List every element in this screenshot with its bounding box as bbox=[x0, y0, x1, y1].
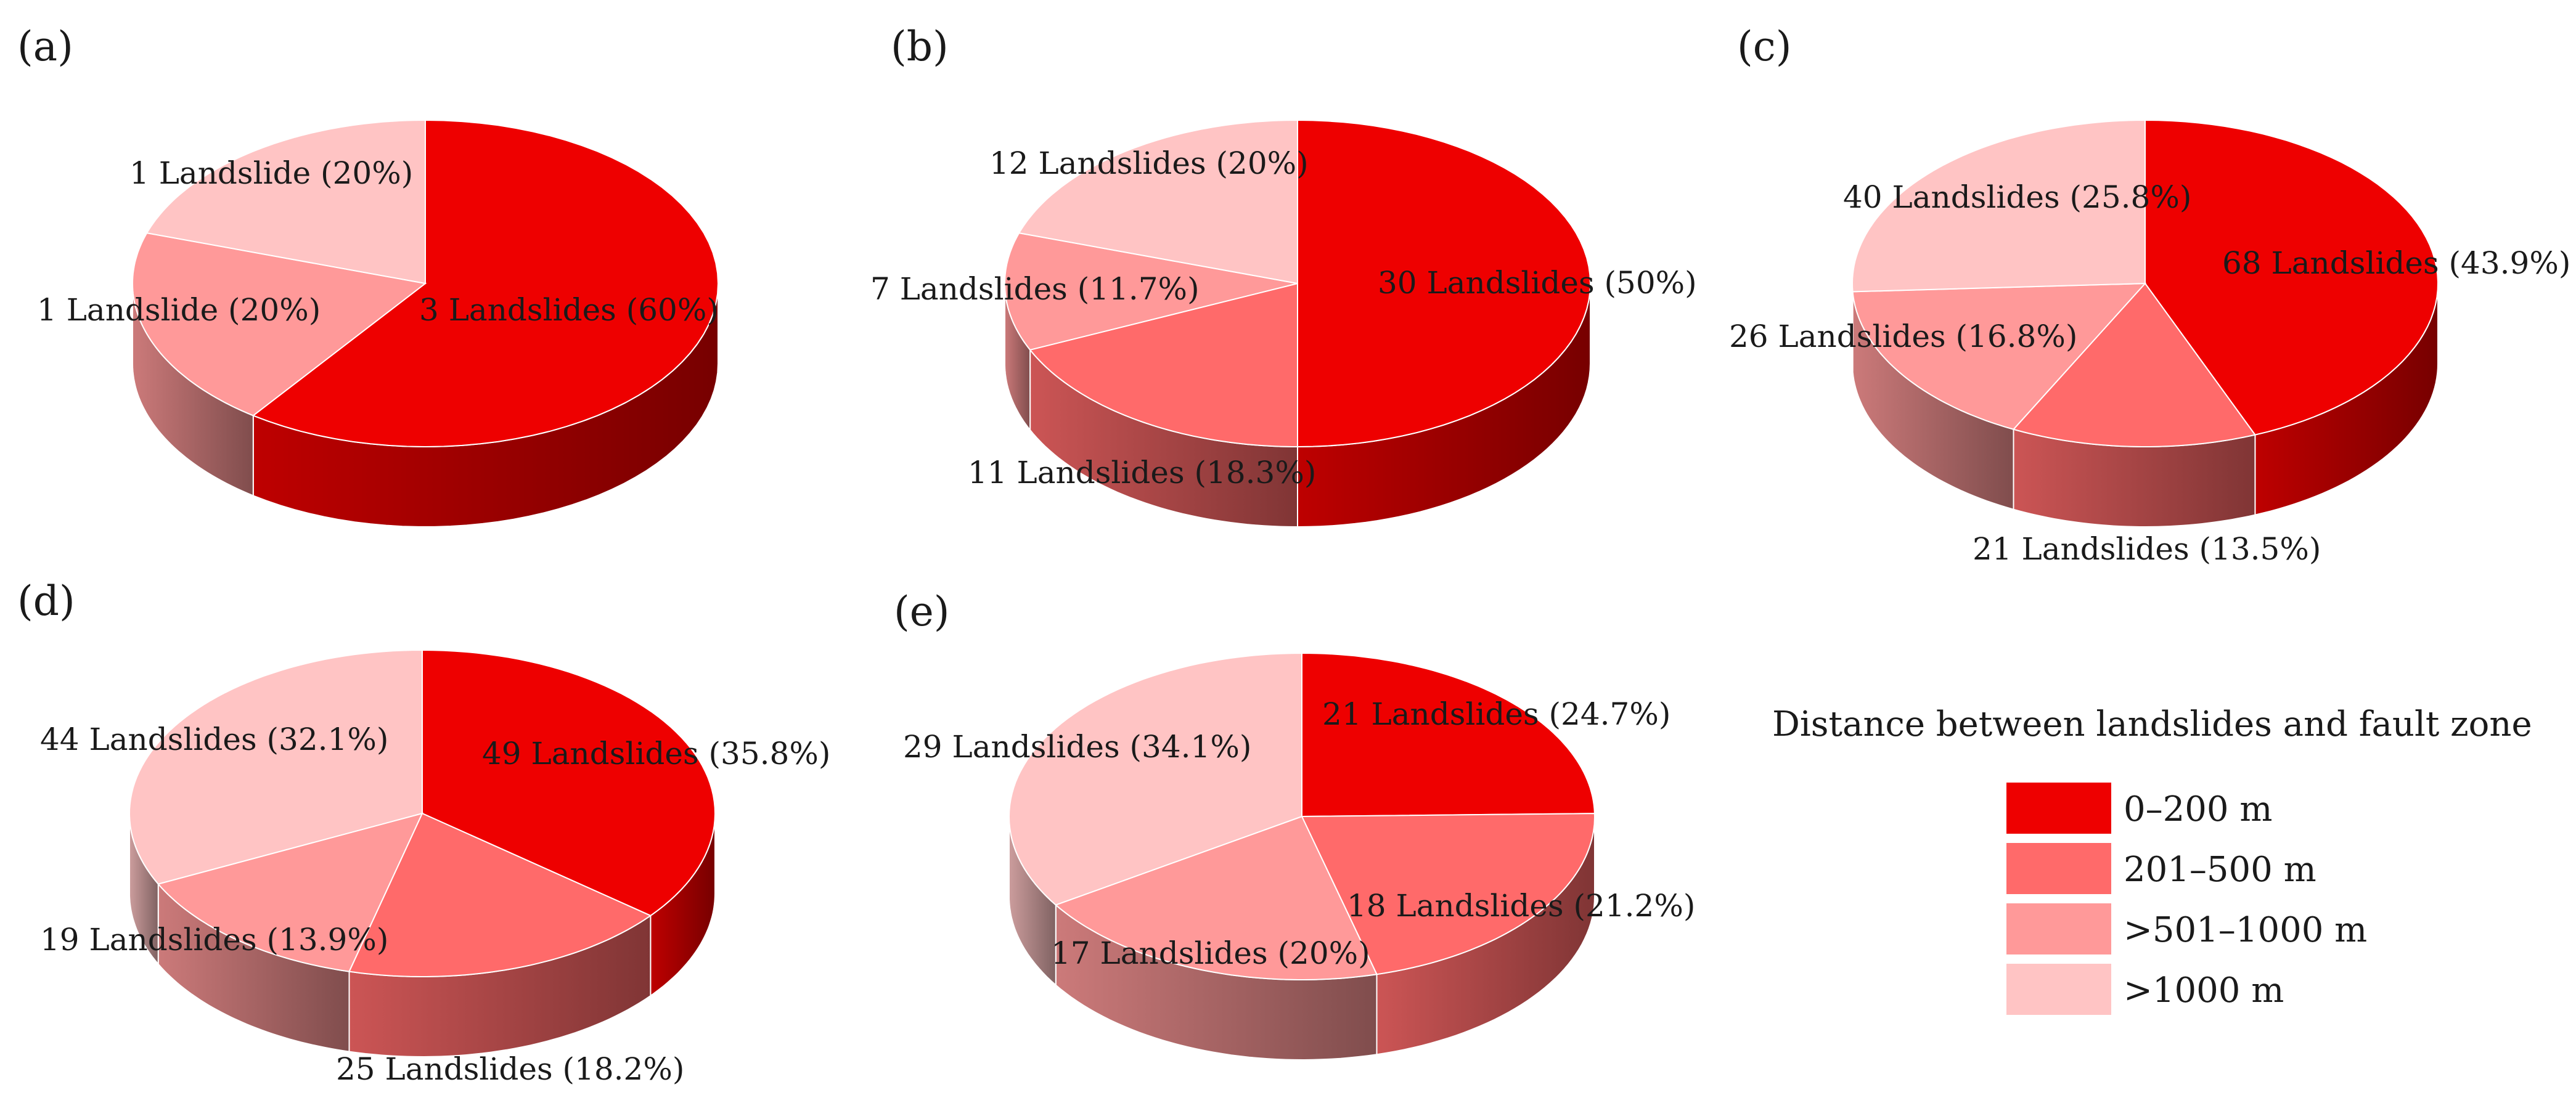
pie-side-walls bbox=[1008, 816, 1595, 1061]
slice-label-0: 21 Landslides (24.7%) bbox=[1322, 696, 1670, 732]
legend-title: Distance between landslides and fault zo… bbox=[1772, 704, 2532, 744]
slice-label-3: 12 Landslides (20%) bbox=[989, 145, 1309, 181]
slice-label-2: 7 Landslides (11.7%) bbox=[870, 271, 1200, 307]
panel-letter: (b) bbox=[891, 23, 949, 70]
pie-labels: 49 Landslides (35.8%) 25 Landslides (18.2… bbox=[40, 722, 830, 1087]
slice-label-3: 40 Landslides (25.8%) bbox=[1843, 179, 2191, 215]
slice-label-3: 1 Landslide (20%) bbox=[129, 155, 413, 191]
pie-slice-3 bbox=[1008, 652, 1302, 906]
pie-side-walls bbox=[129, 813, 716, 1058]
pie-slice-3 bbox=[1851, 119, 2146, 293]
pie-slice-0 bbox=[251, 119, 719, 448]
pie-labels: 3 Landslides (60%) 1 Landslide (20%) 1 Lan… bbox=[37, 155, 719, 328]
pie-slice-0 bbox=[1301, 652, 1595, 818]
pie-slice-2 bbox=[1054, 815, 1378, 980]
pie-panel-c: (c) 68 Landslides (43.9%) 21 Landslides (1… bbox=[1729, 23, 2570, 567]
pie-top bbox=[128, 649, 716, 977]
panel-letter: (a) bbox=[17, 23, 73, 70]
legend-swatch-over-1000 bbox=[2006, 964, 2111, 1015]
legend-label-501-1000: >501–1000 m bbox=[2124, 910, 2367, 950]
slice-label-0: 3 Landslides (60%) bbox=[419, 292, 719, 328]
slice-label-0: 30 Landslides (50%) bbox=[1378, 265, 1697, 301]
pie-slice-3 bbox=[128, 649, 423, 885]
legend-swatch-201-500 bbox=[2006, 843, 2111, 894]
pie-labels: 30 Landslides (50%) 11 Landslides (18.3%)… bbox=[870, 145, 1697, 490]
slice-label-1: 11 Landslides (18.3%) bbox=[968, 455, 1316, 490]
pie-slice-2 bbox=[157, 812, 423, 972]
slice-label-1: 25 Landslides (18.2%) bbox=[336, 1051, 684, 1087]
pie-labels: 21 Landslides (24.7%) 18 Landslides (21.2… bbox=[903, 696, 1695, 971]
slice-label-1: 21 Landslides (13.5%) bbox=[1973, 531, 2321, 567]
slice-label-2: 26 Landslides (16.8%) bbox=[1729, 319, 2077, 354]
pie-top bbox=[1004, 119, 1592, 448]
slice-label-3: 29 Landslides (34.1%) bbox=[903, 729, 1251, 765]
slice-label-2: 1 Landslide (20%) bbox=[37, 292, 321, 328]
pie-slice-1 bbox=[1301, 813, 1596, 975]
legend-swatch-0-200 bbox=[2006, 783, 2111, 834]
pie-slice-1 bbox=[2012, 282, 2257, 447]
pie-slice-2 bbox=[1852, 282, 2147, 430]
pie-slice-3 bbox=[145, 119, 426, 285]
pie-slice-2 bbox=[1004, 232, 1298, 351]
pie-slice-0 bbox=[2145, 119, 2439, 436]
pie-top bbox=[1851, 119, 2439, 447]
panel-letter: (e) bbox=[894, 588, 950, 635]
pie-panel-e: (e) 21 Landslides (24.7%) 18 Landslides (2… bbox=[894, 588, 1695, 1061]
pie-side-walls bbox=[1852, 283, 2439, 527]
legend: Distance between landslides and fault zo… bbox=[1772, 704, 2532, 1015]
legend-swatch-501-1000 bbox=[2006, 903, 2111, 954]
pie-slice-0 bbox=[422, 649, 716, 917]
slice-label-2: 19 Landslides (13.9%) bbox=[40, 922, 388, 958]
slice-label-0: 49 Landslides (35.8%) bbox=[482, 736, 830, 771]
pie-top bbox=[131, 119, 719, 448]
legend-label-201-500: 201–500 m bbox=[2124, 850, 2316, 890]
slice-label-0: 68 Landslides (43.9%) bbox=[2222, 245, 2570, 281]
pie-panel-d: (d) 49 Landslides (35.8%) 25 Landslides (1… bbox=[17, 577, 830, 1087]
pie-slice-0 bbox=[1297, 119, 1592, 448]
pie-panel-b: (b) 30 Landslides (50%) 11 Landslides (18.… bbox=[870, 23, 1697, 528]
pie-top bbox=[1008, 652, 1596, 980]
panel-letter: (d) bbox=[17, 577, 75, 625]
pie-slice-1 bbox=[348, 812, 652, 977]
slice-label-1: 18 Landslides (21.2%) bbox=[1347, 888, 1695, 924]
slice-label-3: 44 Landslides (32.1%) bbox=[40, 722, 388, 757]
panel-letter: (c) bbox=[1737, 23, 1791, 70]
legend-label-0-200: 0–200 m bbox=[2124, 789, 2272, 829]
slice-label-2: 17 Landslides (20%) bbox=[1051, 935, 1370, 971]
pie-slice-1 bbox=[1029, 282, 1298, 447]
pie-panel-a: (a) 3 Landslides (60%) 1 Landslide (20%) 1 … bbox=[17, 23, 719, 527]
legend-label-over-1000: >1000 m bbox=[2124, 971, 2284, 1011]
pie-labels: 68 Landslides (43.9%) 21 Landslides (13.5… bbox=[1729, 179, 2570, 567]
pie-slice-2 bbox=[131, 232, 427, 417]
pie-slice-3 bbox=[1018, 119, 1298, 285]
